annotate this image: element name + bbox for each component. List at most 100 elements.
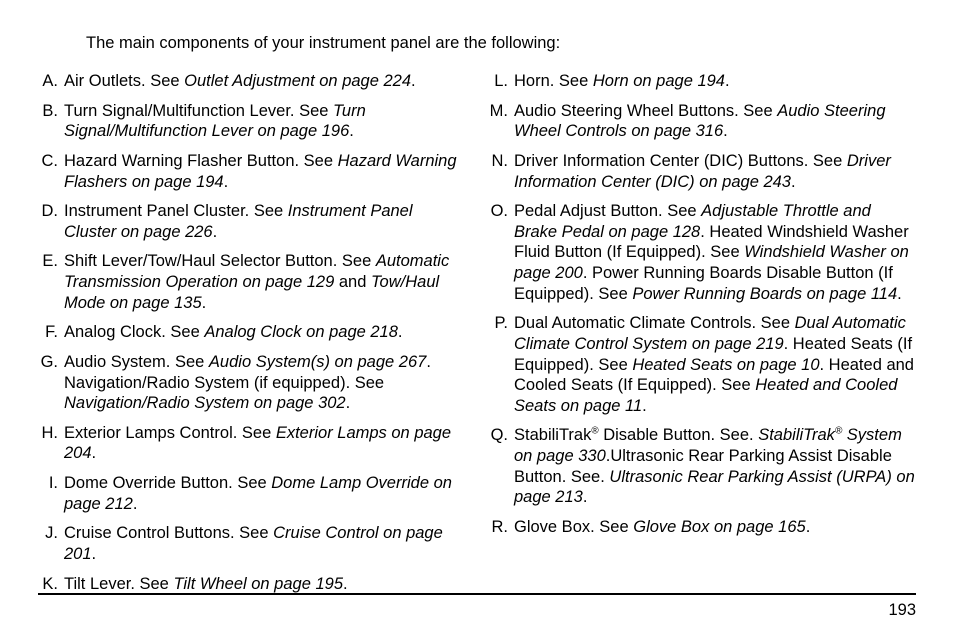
list-marker: D. <box>34 201 58 222</box>
list-item-text: . <box>398 323 403 341</box>
list-item-text: . <box>642 397 647 415</box>
manual-page: The main components of your instrument p… <box>0 0 954 636</box>
list-marker: J. <box>34 523 58 544</box>
list-item-body: Tilt Lever. See Tilt Wheel on page 195. <box>64 575 348 593</box>
component-list-item: J.Cruise Control Buttons. See Cruise Con… <box>38 523 466 564</box>
list-item-text: Instrument Panel Cluster. See <box>64 202 288 220</box>
list-item-text: . <box>411 72 416 90</box>
list-item-text: Dome Override Button. See <box>64 474 271 492</box>
list-item-body: Turn Signal/Multifunction Lever. See Tur… <box>64 102 366 141</box>
list-marker: R. <box>484 517 508 538</box>
cross-reference: Outlet Adjustment on page 224 <box>184 72 411 90</box>
component-list-item: O.Pedal Adjust Button. See Adjustable Th… <box>488 201 916 304</box>
list-item-text: Dual Automatic Climate Controls. See <box>514 314 795 332</box>
list-marker: C. <box>34 151 58 172</box>
list-item-text: Hazard Warning Flasher Button. See <box>64 152 338 170</box>
component-list-item: F.Analog Clock. See Analog Clock on page… <box>38 322 466 343</box>
component-list-item: Q.StabiliTrak® Disable Button. See. Stab… <box>488 425 916 508</box>
list-marker: M. <box>484 101 508 122</box>
list-item-text: Audio System. See <box>64 353 209 371</box>
component-list-right: L.Horn. See Horn on page 194.M.Audio Ste… <box>488 71 916 538</box>
list-item-body: Shift Lever/Tow/Haul Selector Button. Se… <box>64 252 449 311</box>
list-item-body: Dome Override Button. See Dome Lamp Over… <box>64 474 452 513</box>
component-list-item: I.Dome Override Button. See Dome Lamp Ov… <box>38 473 466 514</box>
list-marker: P. <box>484 313 508 334</box>
list-item-text: . <box>92 545 97 563</box>
list-marker: E. <box>34 251 58 272</box>
component-list-item: R.Glove Box. See Glove Box on page 165. <box>488 517 916 538</box>
list-item-body: Pedal Adjust Button. See Adjustable Thro… <box>514 202 909 303</box>
list-item-text: . <box>725 72 730 90</box>
list-marker: K. <box>34 574 58 595</box>
list-item-text: . <box>224 173 229 191</box>
list-item-text: Air Outlets. See <box>64 72 184 90</box>
list-item-text: Driver Information Center (DIC) Buttons.… <box>514 152 847 170</box>
cross-reference: Navigation/Radio System on page 302 <box>64 394 346 412</box>
list-item-text: . <box>133 495 138 513</box>
component-list-item: M.Audio Steering Wheel Buttons. See Audi… <box>488 101 916 142</box>
list-marker: F. <box>34 322 58 343</box>
footer-rule <box>38 593 916 595</box>
component-list-item: B.Turn Signal/Multifunction Lever. See T… <box>38 101 466 142</box>
list-item-text: Horn. See <box>514 72 593 90</box>
page-footer: 193 <box>38 593 916 620</box>
list-marker: N. <box>484 151 508 172</box>
component-list-item: G.Audio System. See Audio System(s) on p… <box>38 352 466 414</box>
cross-reference: Audio System(s) on page 267 <box>209 353 426 371</box>
list-marker: I. <box>34 473 58 494</box>
registered-mark: ® <box>591 426 598 437</box>
component-list-item: N.Driver Information Center (DIC) Button… <box>488 151 916 192</box>
list-item-body: Hazard Warning Flasher Button. See Hazar… <box>64 152 457 191</box>
list-item-text: Tilt Lever. See <box>64 575 173 593</box>
list-item-text: . <box>343 575 348 593</box>
cross-reference: Glove Box on page 165 <box>633 518 805 536</box>
two-column-layout: A.Air Outlets. See Outlet Adjustment on … <box>38 71 916 603</box>
list-item-text: Cruise Control Buttons. See <box>64 524 273 542</box>
list-item-text: . <box>583 488 588 506</box>
list-item-text: . <box>213 223 218 241</box>
list-item-body: Cruise Control Buttons. See Cruise Contr… <box>64 524 443 563</box>
list-marker: H. <box>34 423 58 444</box>
intro-text: The main components of your instrument p… <box>86 34 916 53</box>
list-marker: G. <box>34 352 58 373</box>
component-list-item: A.Air Outlets. See Outlet Adjustment on … <box>38 71 466 92</box>
list-item-text: Turn Signal/Multifunction Lever. See <box>64 102 333 120</box>
list-item-text: . <box>897 285 902 303</box>
component-list-item: H.Exterior Lamps Control. See Exterior L… <box>38 423 466 464</box>
page-number: 193 <box>38 601 916 620</box>
list-item-text: . <box>791 173 796 191</box>
list-item-body: Analog Clock. See Analog Clock on page 2… <box>64 323 403 341</box>
list-item-body: Air Outlets. See Outlet Adjustment on pa… <box>64 72 416 90</box>
left-column: A.Air Outlets. See Outlet Adjustment on … <box>38 71 466 603</box>
list-item-body: Exterior Lamps Control. See Exterior Lam… <box>64 424 451 463</box>
list-item-body: Glove Box. See Glove Box on page 165. <box>514 518 810 536</box>
list-item-body: Audio System. See Audio System(s) on pag… <box>64 353 431 412</box>
list-item-body: Dual Automatic Climate Controls. See Dua… <box>514 314 914 415</box>
list-item-text: . <box>92 444 97 462</box>
list-item-text: Audio Steering Wheel Buttons. See <box>514 102 777 120</box>
list-marker: Q. <box>484 425 508 446</box>
list-item-text: StabiliTrak <box>514 426 591 444</box>
component-list-item: E.Shift Lever/Tow/Haul Selector Button. … <box>38 251 466 313</box>
list-item-text: Shift Lever/Tow/Haul Selector Button. Se… <box>64 252 376 270</box>
right-column: L.Horn. See Horn on page 194.M.Audio Ste… <box>488 71 916 603</box>
list-marker: B. <box>34 101 58 122</box>
list-marker: O. <box>484 201 508 222</box>
cross-reference: Analog Clock on page 218 <box>204 323 398 341</box>
component-list-item: D.Instrument Panel Cluster. See Instrume… <box>38 201 466 242</box>
cross-reference: Heated Seats on page 10 <box>632 356 819 374</box>
cross-reference: Power Running Boards on page 114 <box>632 285 897 303</box>
cross-reference: Horn on page 194 <box>593 72 725 90</box>
list-item-text: . <box>202 294 207 312</box>
list-item-body: Horn. See Horn on page 194. <box>514 72 730 90</box>
component-list-item: K.Tilt Lever. See Tilt Wheel on page 195… <box>38 574 466 595</box>
list-item-body: Driver Information Center (DIC) Buttons.… <box>514 152 891 191</box>
list-item-text: Pedal Adjust Button. See <box>514 202 701 220</box>
component-list-left: A.Air Outlets. See Outlet Adjustment on … <box>38 71 466 594</box>
list-item-text: Exterior Lamps Control. See <box>64 424 276 442</box>
list-item-text: . <box>349 122 354 140</box>
component-list-item: L.Horn. See Horn on page 194. <box>488 71 916 92</box>
list-item-text: . <box>723 122 728 140</box>
list-item-text: and <box>334 273 371 291</box>
list-item-body: StabiliTrak® Disable Button. See. Stabil… <box>514 426 915 506</box>
